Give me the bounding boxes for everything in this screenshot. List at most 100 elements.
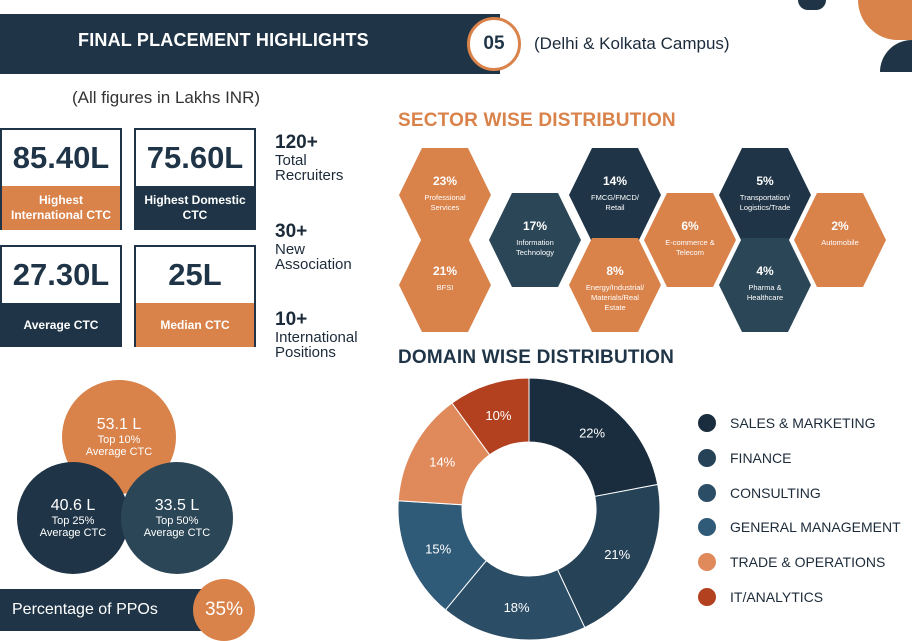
sector-percent: 6% [681,219,699,233]
sector-percent: 21% [433,264,457,278]
sector-name: Technology [516,248,554,257]
legend-swatch [698,448,716,467]
stat-card-median: 25L Median CTC [134,245,256,347]
circle-label: Average CTC [85,446,153,458]
sector-name: Professional [424,193,466,202]
side-stat-line: Recruiters [275,167,344,184]
sector-hexagon: 14% FMCG/FMCD/Retail [569,148,661,242]
legend-swatch [698,518,716,537]
side-stat-line: Association [275,256,352,273]
sector-name: Transportation/ [740,193,791,202]
domain-donut-chart: 22% 21% 18% 15% 14% 10% [397,378,661,641]
sector-hexagon-shape [719,238,811,332]
domain-title: DOMAIN WISE DISTRIBUTION [398,347,675,368]
legend-label: FINANCE [730,449,792,466]
sector-hexagon-shape [489,193,581,287]
circle-value: 53.1 L [96,416,142,433]
sector-name: Retail [605,203,625,212]
side-stat-line: Total [275,152,307,169]
ppo-label-bar: Percentage of PPOs [0,589,205,631]
side-stat-international: 10+ International Positions [275,309,358,361]
side-stat-value: 30+ [275,221,308,242]
sector-name: Energy/Industrial/ [586,283,645,292]
corner-decoration [798,0,826,10]
legend-item: CONSULTING [698,483,821,502]
side-stat-line: New [275,241,306,258]
sector-hexagon-shape [644,193,736,287]
sector-hexagon: 21% BFSI [399,238,491,332]
sector-percent: 17% [523,219,547,233]
sector-hexagon-shape [569,238,661,332]
sector-hexagon-shape [399,238,491,332]
sector-percent: 23% [433,174,457,188]
sector-name: FMCG/FMCD/ [591,193,640,202]
sector-name: BFSI [437,283,454,292]
sector-hexagon-shape [569,148,661,242]
sector-name: Healthcare [747,293,783,302]
stat-card-highest-international: 85.40L Highest International CTC [0,128,122,230]
stat-value: 25L [168,257,222,292]
sector-percent: 8% [606,264,624,278]
legend-item: GENERAL MANAGEMENT [698,518,901,537]
side-stat-value: 10+ [275,309,308,330]
donut-slice-label: 10% [485,408,511,423]
legend-item: TRADE & OPERATIONS [698,553,886,572]
sector-name: Pharma & [748,283,781,292]
sector-percent: 4% [756,264,774,278]
sector-hexagon: 5% Transportation/Logistics/Trade [719,148,811,242]
circle-label: Top 10% [97,434,141,446]
stat-label: Highest Domestic CTC [136,186,254,230]
circle-top-50: 33.5 L Top 50% Average CTC [121,462,233,574]
legend-item: IT/ANALYTICS [698,588,823,606]
legend-swatch [698,483,716,502]
sector-hexagon: 4% Pharma &Healthcare [719,238,811,332]
sector-percent: 2% [831,219,849,233]
stat-value: 85.40L [12,140,110,175]
figures-note: (All figures in Lakhs INR) [72,88,261,107]
sector-hexagon: 6% E-commerce &Telecom [644,193,736,287]
circle-label: Top 50% [155,515,199,527]
legend-label: TRADE & OPERATIONS [730,554,886,571]
side-stat-recruiters: 120+ Total Recruiters [275,132,344,184]
ppo-label: Percentage of PPOs [12,601,158,618]
legend-swatch [698,414,716,432]
sector-hexagon-shape [399,148,491,242]
stat-value: 75.60L [146,140,244,175]
legend-label: SALES & MARKETING [730,415,876,431]
sector-name: Materials/Real [591,293,639,302]
donut-slice [556,483,661,629]
sector-name: Services [431,203,460,212]
header-bar [0,14,500,74]
circle-value: 33.5 L [154,497,200,514]
side-stat-value: 120+ [275,132,318,153]
sector-name: Information [516,238,554,247]
circle-label: Average CTC [39,527,107,539]
stat-card-average: 27.30L Average CTC [0,245,122,347]
sector-name: Logistics/Trade [740,203,791,212]
donut-slice-label: 14% [429,454,455,469]
circle-top-25: 40.6 L Top 25% Average CTC [17,462,129,574]
donut-slice-label: 18% [504,600,530,615]
legend-item: FINANCE [698,448,792,467]
sector-percent: 14% [603,174,627,188]
sector-hexagon-shape [794,193,886,287]
stat-label: Highest International CTC [2,186,120,230]
sector-hexagon-shape [719,148,811,242]
donut-slice-label: 21% [604,547,630,562]
stat-label: Average CTC [2,303,120,347]
legend-item: SALES & MARKETING [698,414,875,432]
sector-hexagon: 2% Automobile [794,193,886,287]
circle-label: Top 25% [51,515,95,527]
page-number-badge: 05 [467,17,521,71]
sector-title: SECTOR WISE DISTRIBUTION [398,110,676,131]
corner-decoration [880,40,912,72]
side-stat-line: International [275,329,358,346]
side-stat-line: Positions [275,344,336,361]
sector-name: E-commerce & [665,238,715,247]
stat-label: Median CTC [136,303,254,347]
legend-label: IT/ANALYTICS [730,589,824,605]
circle-value: 40.6 L [50,497,96,514]
